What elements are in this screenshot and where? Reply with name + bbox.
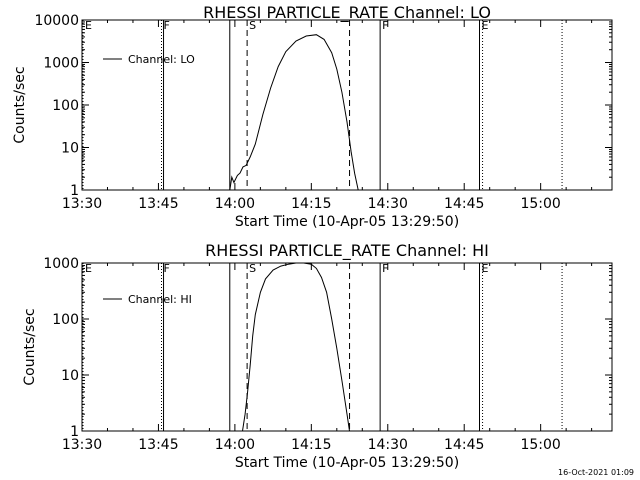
x-tick-label: 13:30 bbox=[62, 196, 102, 212]
x-tick-label: 15:00 bbox=[520, 437, 560, 453]
series-line bbox=[242, 262, 350, 432]
panel-hi: RHESSI PARTICLE_RATE Channel: HI 1 10 100 10… bbox=[22, 241, 613, 471]
event-marker-label: E bbox=[482, 19, 489, 32]
event-marker-label: S bbox=[249, 262, 256, 275]
panel-lo: RHESSI PARTICLE_RATE Channel: LO 1 10 100 10… bbox=[12, 3, 613, 230]
x-tick-label: 13:45 bbox=[138, 196, 178, 212]
y-tick-label: 10 bbox=[61, 368, 79, 384]
legend-label: Channel: HI bbox=[128, 293, 192, 306]
x-tick-label: 14:15 bbox=[291, 196, 331, 212]
series-line bbox=[229, 34, 359, 191]
event-marker-label: S bbox=[249, 19, 256, 32]
x-tick-label: 14:45 bbox=[444, 437, 484, 453]
y-tick-label: 10 bbox=[61, 141, 79, 157]
x-tick-label: 15:00 bbox=[520, 196, 560, 212]
y-tick-label: 10000 bbox=[34, 13, 79, 29]
x-tick-label: 14:00 bbox=[215, 196, 255, 212]
event-marker-label: E bbox=[85, 262, 92, 275]
x-tick-label: 14:30 bbox=[368, 437, 408, 453]
x-tick-label: 14:00 bbox=[215, 437, 255, 453]
y-tick-label: 1000 bbox=[43, 256, 79, 272]
y-tick-label: 1000 bbox=[43, 56, 79, 72]
plot-frame bbox=[81, 262, 613, 432]
y-tick-label: 100 bbox=[52, 98, 79, 114]
chart-title: RHESSI PARTICLE_RATE Channel: LO bbox=[203, 3, 491, 23]
x-axis-label: Start Time (10-Apr-05 13:29:50) bbox=[235, 214, 459, 230]
chart-title: RHESSI PARTICLE_RATE Channel: HI bbox=[205, 241, 489, 261]
event-marker-label: F bbox=[382, 19, 388, 32]
event-marker-label: E bbox=[85, 19, 92, 32]
y-tick-label: 100 bbox=[52, 312, 79, 328]
y-tick-label: 1 bbox=[70, 183, 79, 199]
x-tick-label: 14:45 bbox=[444, 196, 484, 212]
x-tick-label: 14:15 bbox=[291, 437, 331, 453]
x-tick-label: 13:30 bbox=[62, 437, 102, 453]
footer-timestamp: 16-Oct-2021 01:09 bbox=[558, 468, 634, 477]
legend-label: Channel: LO bbox=[128, 53, 195, 66]
event-marker-label: F bbox=[164, 19, 170, 32]
event-marker-label: E bbox=[482, 262, 489, 275]
y-axis-label: Counts/sec bbox=[22, 308, 38, 385]
y-tick-label: 1 bbox=[70, 424, 79, 440]
y-axis-label: Counts/sec bbox=[12, 66, 28, 143]
x-tick-label: 14:30 bbox=[368, 196, 408, 212]
event-marker-label: F bbox=[164, 262, 170, 275]
x-tick-label: 13:45 bbox=[138, 437, 178, 453]
x-axis-label: Start Time (10-Apr-05 13:29:50) bbox=[235, 455, 459, 471]
event-marker-label: F bbox=[382, 262, 388, 275]
